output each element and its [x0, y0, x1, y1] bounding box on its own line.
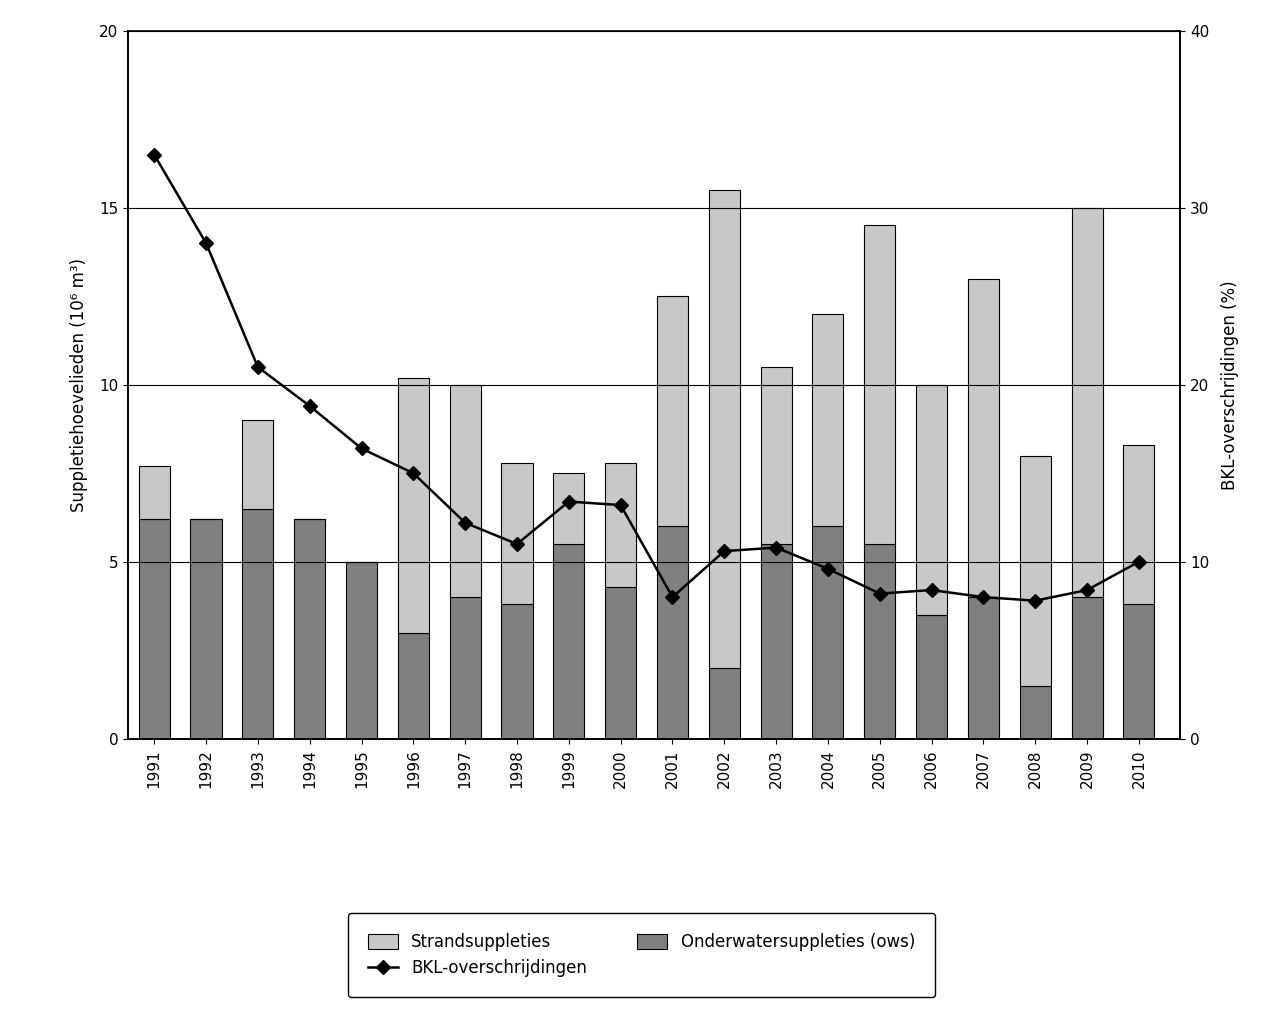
Bar	[1020, 685, 1051, 739]
Bar	[1124, 604, 1155, 739]
Bar	[1124, 445, 1155, 604]
Bar	[449, 385, 481, 597]
Legend: Strandsuppleties, BKL-overschrijdingen, Onderwatersuppleties (ows): Strandsuppleties, BKL-overschrijdingen, …	[348, 913, 935, 997]
Bar	[916, 385, 947, 615]
Bar	[242, 509, 273, 739]
Bar	[916, 615, 947, 739]
Bar	[761, 544, 792, 739]
Bar	[606, 463, 636, 587]
Bar	[502, 463, 532, 604]
Bar	[812, 314, 843, 526]
Bar	[967, 597, 999, 739]
Bar	[502, 604, 532, 739]
Bar	[1020, 456, 1051, 685]
Bar	[346, 562, 377, 739]
Bar	[1071, 207, 1102, 597]
Bar	[865, 226, 896, 544]
Bar	[812, 526, 843, 739]
Bar	[708, 668, 740, 739]
Bar	[761, 367, 792, 544]
Y-axis label: BKL-overschrijdingen (%): BKL-overschrijdingen (%)	[1220, 280, 1238, 489]
Bar	[398, 378, 429, 632]
Bar	[398, 632, 429, 739]
Bar	[657, 526, 688, 739]
Bar	[1071, 597, 1102, 739]
Y-axis label: Suppletiehoevelieden (10⁶ m³): Suppletiehoevelieden (10⁶ m³)	[71, 258, 89, 512]
Bar	[294, 519, 325, 739]
Bar	[967, 278, 999, 597]
Bar	[865, 544, 896, 739]
Bar	[139, 466, 169, 519]
Bar	[606, 587, 636, 739]
Bar	[553, 544, 584, 739]
Bar	[657, 297, 688, 526]
Bar	[139, 519, 169, 739]
Bar	[242, 421, 273, 509]
Bar	[190, 519, 222, 739]
Bar	[553, 473, 584, 544]
Bar	[449, 597, 481, 739]
Bar	[708, 190, 740, 668]
